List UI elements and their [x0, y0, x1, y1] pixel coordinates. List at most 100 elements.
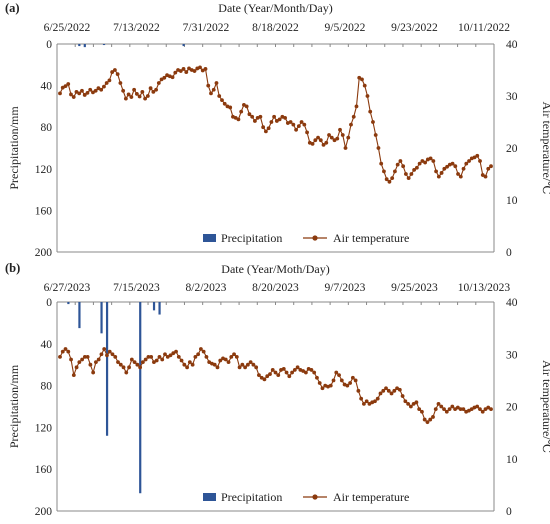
- air-temperature-point: [461, 166, 466, 171]
- air-temperature-point: [359, 396, 364, 401]
- air-temperature-point: [305, 130, 309, 135]
- y-right-tick-label: 0: [506, 247, 512, 259]
- air-temperature-point: [453, 407, 457, 412]
- x-tick-label: 7/15/2023: [113, 282, 160, 294]
- air-temperature-point: [244, 104, 249, 109]
- precipitation-bar: [102, 44, 106, 46]
- air-temperature-point: [266, 126, 271, 131]
- air-temperature-point: [284, 370, 289, 375]
- air-temperature-point: [152, 360, 156, 364]
- air-temperature-point: [302, 122, 307, 127]
- air-temperature-point: [93, 88, 98, 93]
- air-temperature-point: [335, 136, 340, 141]
- air-temperature-point: [296, 124, 301, 129]
- air-temperature-point: [434, 169, 438, 174]
- air-temperature-point: [234, 354, 239, 359]
- air-temperature-point: [320, 386, 325, 391]
- air-temperature-point: [362, 83, 367, 88]
- air-temperature-point: [406, 176, 411, 181]
- air-temperature-point: [411, 401, 416, 406]
- air-temperature-point: [439, 171, 444, 175]
- air-temperature-point: [127, 365, 131, 370]
- air-temperature-point: [71, 95, 76, 99]
- air-temperature-point: [384, 386, 388, 391]
- air-temperature-point: [287, 374, 292, 379]
- air-temperature-point: [223, 357, 228, 362]
- air-temperature-point: [309, 368, 314, 372]
- air-temperature-point: [310, 141, 315, 146]
- air-temperature-point: [276, 373, 281, 378]
- air-temperature-point: [257, 373, 261, 378]
- air-temperature-point: [163, 352, 167, 357]
- x-tick-label: 8/2/2023: [186, 282, 227, 294]
- y-right-tick-label: 30: [506, 91, 518, 103]
- air-temperature-point: [165, 354, 170, 359]
- legend-temperature-marker: [312, 235, 318, 241]
- precipitation-bar: [78, 44, 81, 47]
- air-temperature-point: [453, 164, 458, 169]
- y-left-tick-label: 0: [46, 39, 52, 51]
- air-temperature-point: [184, 70, 189, 74]
- air-temperature-point: [397, 387, 402, 392]
- air-temperature-point: [301, 369, 306, 373]
- air-temperature-point: [199, 347, 203, 351]
- y-left-tick-label: 200: [35, 247, 53, 259]
- air-temperature-point: [156, 81, 161, 85]
- air-temperature-point: [423, 160, 428, 165]
- legend-precipitation-swatch: [203, 234, 216, 242]
- air-temperature-point: [338, 127, 342, 132]
- air-temperature-point: [291, 122, 296, 127]
- air-temperature-point: [69, 92, 73, 97]
- air-temperature-point: [151, 89, 156, 94]
- precipitation-bar: [182, 44, 185, 47]
- air-temperature-point: [102, 347, 107, 351]
- air-temperature-point: [288, 120, 293, 124]
- air-temperature-point: [263, 129, 268, 134]
- air-temperature-point: [447, 407, 452, 412]
- air-temperature-point: [425, 420, 430, 425]
- air-temperature-point: [403, 172, 408, 176]
- y-left-tick-label: 80: [41, 122, 53, 134]
- air-temperature-point: [123, 96, 128, 101]
- air-temperature-point: [321, 142, 326, 147]
- air-temperature-point: [251, 362, 256, 367]
- air-temperature-point: [339, 378, 344, 383]
- air-temperature-point: [328, 383, 333, 388]
- air-temperature-point: [77, 91, 82, 96]
- air-temperature-point: [375, 396, 380, 401]
- air-temperature-point: [475, 404, 480, 409]
- air-temperature-point: [154, 358, 159, 363]
- air-temperature-point: [107, 349, 112, 354]
- air-temperature-point: [170, 75, 175, 80]
- air-temperature-point: [94, 360, 98, 364]
- air-temperature-point: [417, 407, 422, 412]
- air-temperature-point: [190, 362, 195, 367]
- air-temperature-point: [218, 358, 223, 363]
- air-temperature-point: [160, 357, 165, 362]
- air-temperature-point: [178, 69, 183, 73]
- air-temperature-point: [134, 92, 139, 96]
- air-temperature-point: [269, 120, 274, 124]
- air-temperature-point: [489, 407, 493, 412]
- air-temperature-point: [327, 133, 331, 137]
- air-temperature-point: [303, 370, 308, 375]
- air-temperature-point: [400, 394, 405, 398]
- y-left-tick-label: 160: [35, 464, 53, 476]
- y-right-axis-title: Air temperature/℃: [540, 360, 550, 453]
- air-temperature-point: [356, 388, 361, 393]
- air-temperature-point: [480, 409, 485, 414]
- air-temperature-point: [250, 114, 255, 119]
- air-temperature-point: [367, 401, 372, 406]
- air-temperature-point: [132, 87, 137, 92]
- air-temperature-point: [253, 119, 257, 123]
- air-temperature-point: [365, 94, 370, 98]
- air-temperature-point: [360, 77, 364, 82]
- air-temperature-point: [456, 172, 460, 176]
- air-temperature-point: [99, 352, 104, 357]
- y-left-tick-label: 40: [41, 81, 53, 93]
- y-left-axis-title: Precipitation/mm: [7, 106, 21, 190]
- air-temperature-point: [348, 381, 352, 385]
- air-temperature-point: [149, 354, 154, 359]
- air-temperature-point: [373, 133, 378, 137]
